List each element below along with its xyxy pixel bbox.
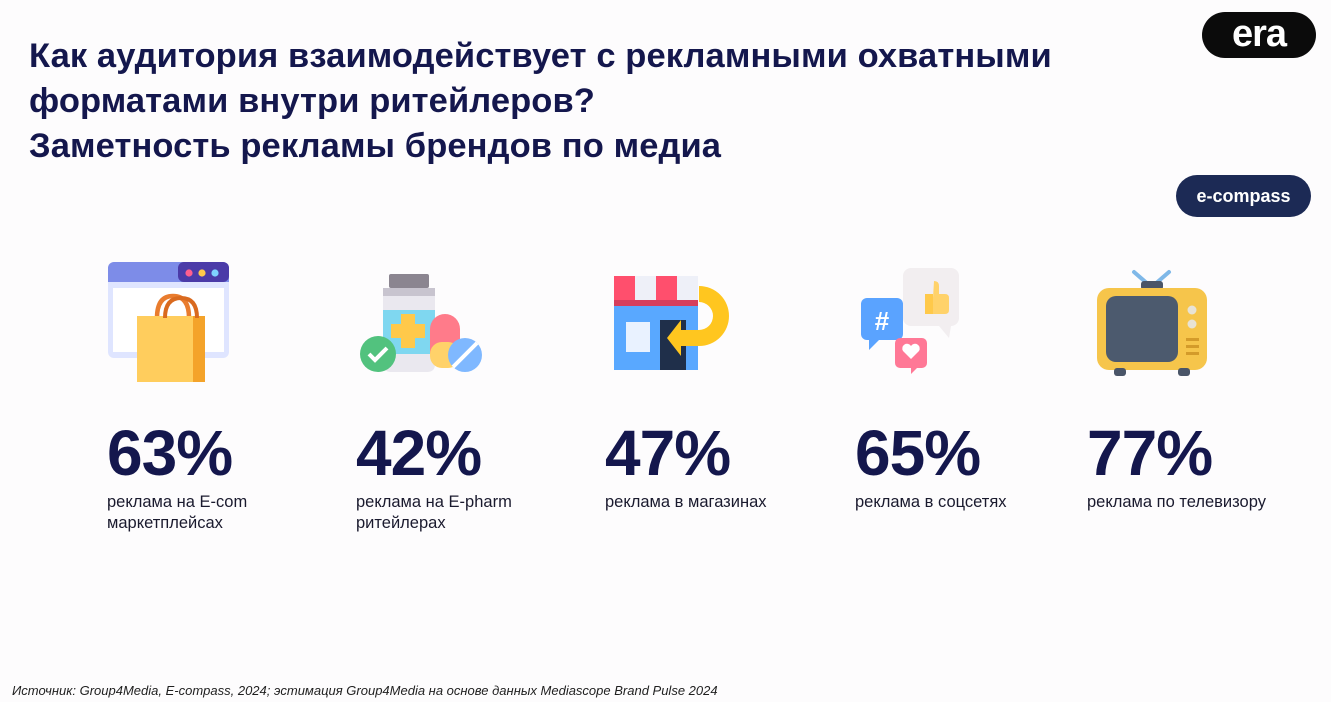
shopping-bag-browser-icon [108, 262, 229, 382]
social-media-icon: # [861, 268, 959, 374]
stat-value: 42% [356, 417, 482, 489]
title-line-3: Заметность рекламы брендов по медиа [29, 127, 722, 165]
tv-icon [1097, 270, 1207, 376]
stat-label: реклама по телевизору [1087, 493, 1266, 511]
medicine-pills-icon [360, 274, 482, 372]
page-title: Как аудитория взаимодействует с рекламны… [29, 34, 1169, 169]
title-line-2: форматами внутри ритейлеров? [29, 82, 595, 120]
stat-value: 65% [855, 417, 981, 489]
store-icon [614, 276, 729, 370]
stat-value: 63% [107, 417, 233, 489]
source-note: Источник: Group4Media, E-compass, 2024; … [12, 683, 718, 698]
stat-value: 77% [1087, 417, 1213, 489]
title-line-1: Как аудитория взаимодействует с рекламны… [29, 37, 1052, 75]
stat-label: реклама на E-pharm ритейлерах [356, 493, 512, 532]
stat-label: реклама на E-com маркетплейсах [107, 493, 248, 532]
era-logo: era [1202, 12, 1316, 58]
ecompass-logo: e-compass [1176, 175, 1311, 217]
stat-value: 47% [605, 417, 731, 489]
svg-text:#: # [875, 306, 890, 336]
stat-label: реклама в магазинах [605, 493, 767, 511]
stat-label: реклама в соцсетях [855, 493, 1007, 511]
